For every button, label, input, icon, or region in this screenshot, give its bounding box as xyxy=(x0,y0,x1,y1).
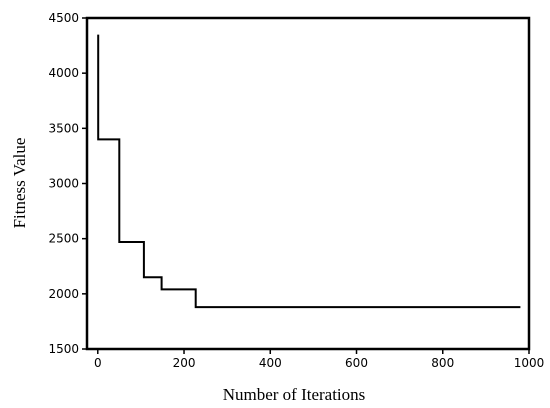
y-tick-label: 3500 xyxy=(48,121,79,135)
x-tick-label: 600 xyxy=(345,356,368,370)
x-axis-title: Number of Iterations xyxy=(223,385,366,404)
y-tick-label: 4500 xyxy=(48,11,79,25)
y-tick-label: 2000 xyxy=(48,287,79,301)
x-tick-label: 0 xyxy=(94,356,102,370)
y-tick-label: 4000 xyxy=(48,66,79,80)
x-axis-ticks: 0 200 400 600 800 1000 xyxy=(94,349,544,370)
fitness-step-line xyxy=(97,34,521,309)
x-tick-label: 400 xyxy=(259,356,282,370)
y-axis-ticks: 1500 2000 2500 3000 3500 4000 4500 xyxy=(48,11,87,356)
y-tick-label: 2500 xyxy=(48,232,79,246)
x-tick-label: 800 xyxy=(431,356,454,370)
x-tick-label: 200 xyxy=(173,356,196,370)
y-tick-label: 1500 xyxy=(48,342,79,356)
y-axis-title: Fitness Value xyxy=(10,138,29,229)
plot-frame xyxy=(85,16,531,351)
x-tick-label: 1000 xyxy=(514,356,545,370)
y-tick-label: 3000 xyxy=(48,177,79,191)
